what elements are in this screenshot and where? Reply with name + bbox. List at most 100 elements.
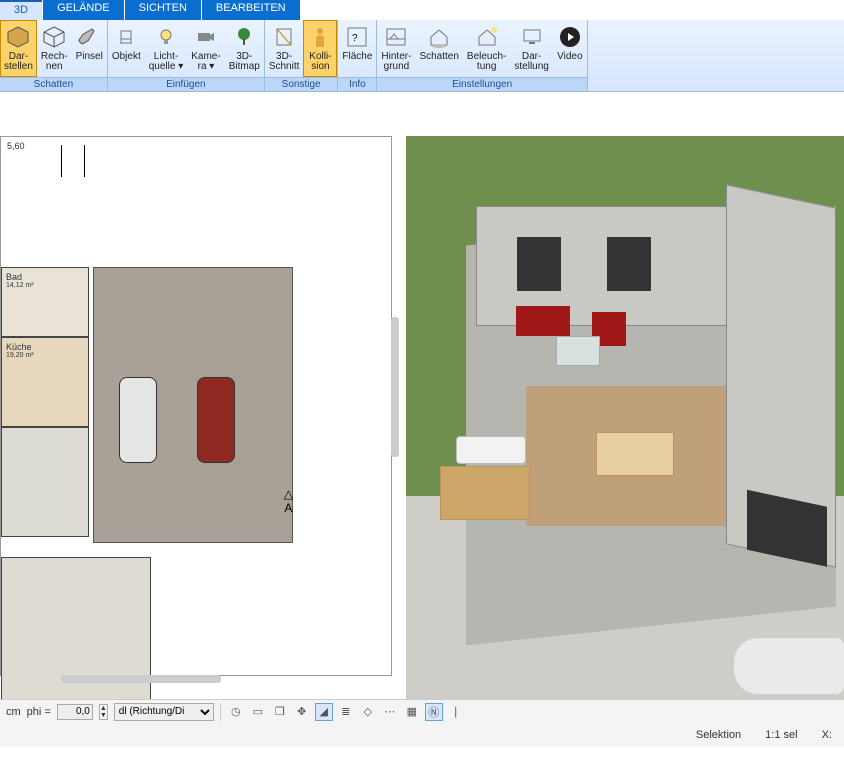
ribbon-btn-cube-wire[interactable]: Rech- nen — [37, 20, 72, 77]
horizon-icon — [383, 24, 409, 50]
ribbon-btn-measure[interactable]: ? Fläche — [338, 20, 376, 77]
phi-label: phi = — [27, 706, 51, 718]
floorplan-car[interactable] — [119, 377, 157, 463]
ribbon-btn-horizon[interactable]: Hinter- grund — [377, 20, 415, 77]
tree-icon — [231, 24, 257, 50]
statusbar-layers-icon[interactable]: ❐ — [271, 703, 289, 721]
dim-top: 5,60 — [7, 141, 25, 151]
statusbar-pipe-icon[interactable]: ❘ — [447, 703, 465, 721]
ribbon-btn-label: nen — [46, 62, 63, 72]
monitor-icon — [519, 24, 545, 50]
ribbon-btn-label: Schnitt — [269, 62, 300, 72]
ribbon-btn-label: Pinsel — [76, 52, 103, 62]
statusbar-grid-icon[interactable]: ▦ — [403, 703, 421, 721]
3d-outdoor-sofa — [456, 436, 526, 464]
statusbar-dots-icon[interactable]: ⋯ — [381, 703, 399, 721]
measure-icon: ? — [344, 24, 370, 50]
ribbon-btn-label: Schatten — [419, 52, 458, 62]
floorplan-car[interactable] — [197, 377, 235, 463]
room-name: Bad — [6, 272, 22, 282]
3d-wall-side — [726, 184, 836, 567]
ribbon-btn-play[interactable]: Video — [553, 20, 587, 77]
section-marker: △ A — [284, 487, 293, 515]
statusbar-tools: cm phi = ▲▼ dl (Richtung/Di ◷▭❐✥◢≣◇⋯▦Ⓝ❘ — [0, 699, 844, 723]
statusbar-clock-icon[interactable]: ◷ — [227, 703, 245, 721]
ribbon-btn-camera[interactable]: Kame- ra ▾ — [187, 20, 224, 77]
direction-select[interactable]: dl (Richtung/Di — [114, 703, 214, 721]
view-2d-floorplan[interactable]: 5,60 Bad 14,12 m²Küche 19,20 m² △ A — [0, 136, 392, 676]
scrollbar-vertical[interactable] — [391, 317, 399, 457]
3d-window — [517, 237, 561, 291]
view-3d[interactable] — [406, 136, 844, 708]
statusbar-stack-icon[interactable]: ≣ — [337, 703, 355, 721]
ribbon-btn-label: quelle ▾ — [149, 62, 184, 72]
tab-3d[interactable]: 3D — [0, 0, 42, 20]
house-lt-icon — [474, 24, 500, 50]
ribbon-btn-bulb[interactable]: Licht- quelle ▾ — [145, 20, 188, 77]
ribbon-btn-tree[interactable]: 3D- Bitmap — [225, 20, 264, 77]
ribbon-btn-monitor[interactable]: Dar- stellung — [510, 20, 552, 77]
play-icon — [557, 24, 583, 50]
statusbar-plane-icon[interactable]: ◇ — [359, 703, 377, 721]
room-name: Küche — [6, 342, 32, 352]
floorplan-room[interactable]: Bad 14,12 m² — [1, 267, 89, 337]
floorplan-room[interactable]: Küche 19,20 m² — [1, 337, 89, 427]
ribbon-btn-cube-solid[interactable]: Dar- stellen — [0, 20, 37, 77]
scrollbar-horizontal[interactable] — [61, 675, 221, 683]
ribbon-group-label: Einstellungen — [377, 77, 586, 91]
cube-wire-icon — [41, 24, 67, 50]
ribbon-btn-label: tung — [477, 62, 496, 72]
ribbon-btn-house-lt[interactable]: Beleuch- tung — [463, 20, 510, 77]
ribbon-btn-section[interactable]: 3D- Schnitt — [265, 20, 304, 77]
room-area: 14,12 m² — [6, 282, 34, 289]
ribbon-btn-brush[interactable]: Pinsel — [72, 20, 107, 77]
phi-stepper[interactable]: ▲▼ — [99, 704, 108, 720]
statusbar-screen-icon[interactable]: ▭ — [249, 703, 267, 721]
ribbon-btn-label: stellen — [4, 62, 33, 72]
tab-sichten[interactable]: SICHTEN — [125, 0, 201, 20]
selektion-label: Selektion — [696, 729, 741, 741]
3d-car — [734, 638, 844, 694]
ribbon-btn-person[interactable]: Kolli- sion — [303, 20, 337, 77]
ribbon-btn-label: stellung — [514, 62, 548, 72]
ribbon-btn-label: ra ▾ — [198, 62, 215, 72]
unit-label: cm — [6, 706, 21, 718]
ribbon-tabstrip: 3D GELÄNDE SICHTEN BEARBEITEN — [0, 0, 844, 20]
ribbon-group-label: Schatten — [0, 77, 107, 91]
statusbar-info: Selektion 1:1 sel X: — [0, 723, 844, 747]
bulb-icon — [153, 24, 179, 50]
divider — [220, 703, 221, 721]
statusbar-north-icon[interactable]: Ⓝ — [425, 703, 443, 721]
ribbon-btn-label: Objekt — [112, 52, 141, 62]
ribbon-btn-chair[interactable]: Objekt — [108, 20, 145, 77]
phi-input[interactable] — [57, 704, 93, 720]
floorplan-room[interactable] — [1, 557, 151, 707]
tab-gelaende[interactable]: GELÄNDE — [43, 0, 124, 20]
statusbar-angle-icon[interactable]: ◢ — [315, 703, 333, 721]
3d-window — [607, 237, 651, 291]
3d-outdoor-set — [440, 466, 530, 520]
ribbon: Dar- stellen Rech- nen Pinsel Schatten O… — [0, 20, 844, 92]
cube-solid-icon — [5, 24, 31, 50]
floorplan-room[interactable] — [1, 427, 89, 537]
person-icon — [307, 24, 333, 50]
scale-label: 1:1 sel — [765, 729, 797, 741]
ribbon-group-label: Info — [338, 77, 376, 91]
room-area: 19,20 m² — [6, 352, 34, 359]
statusbar-icon-group: ◷▭❐✥◢≣◇⋯▦Ⓝ❘ — [227, 703, 465, 721]
ribbon-btn-house-sh[interactable]: Schatten — [415, 20, 462, 77]
floorplan-body: Bad 14,12 m²Küche 19,20 m² — [1, 207, 301, 687]
svg-text:?: ? — [352, 33, 358, 44]
ribbon-btn-label: Fläche — [342, 52, 372, 62]
brush-icon — [76, 24, 102, 50]
3d-wall-back — [476, 206, 736, 326]
3d-sofa — [516, 306, 570, 336]
ribbon-btn-label: Bitmap — [229, 62, 260, 72]
tab-bearbeiten[interactable]: BEARBEITEN — [202, 0, 300, 20]
statusbar-grab-icon[interactable]: ✥ — [293, 703, 311, 721]
dim-lines — [61, 145, 85, 177]
camera-icon — [193, 24, 219, 50]
ribbon-group-label: Einfügen — [108, 77, 264, 91]
ribbon-btn-label: grund — [384, 62, 410, 72]
x-coord-label: X: — [822, 729, 832, 741]
